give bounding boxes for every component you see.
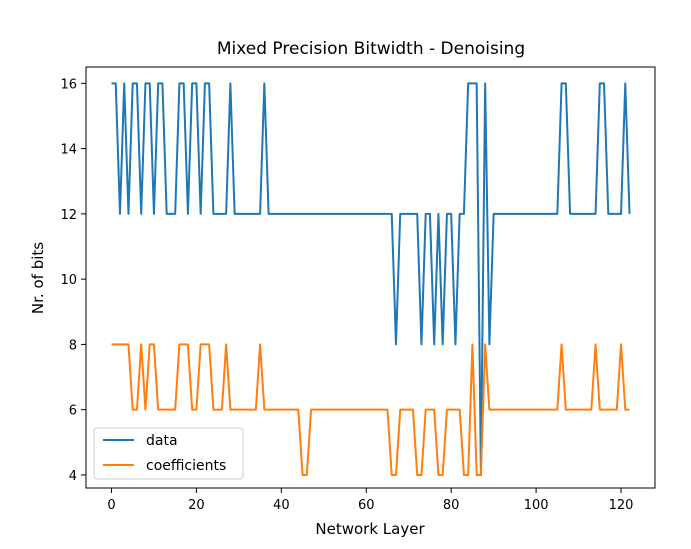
- y-tick-label: 14: [60, 143, 77, 158]
- chart-title: Mixed Precision Bitwidth - Denoising: [217, 39, 525, 59]
- plot-area: 0 20 40 60 80 100 120 4 6 8 10 12 14 16: [60, 66, 656, 513]
- y-tick-label: 6: [69, 404, 77, 419]
- y-tick-label: 10: [60, 273, 77, 288]
- y-tick-label: 4: [69, 469, 77, 484]
- x-tick-label: 60: [358, 498, 375, 513]
- y-tick-label: 8: [69, 338, 77, 353]
- x-tick-label: 120: [609, 498, 634, 513]
- x-tick-label: 80: [443, 498, 460, 513]
- legend: data coefficients: [93, 427, 244, 480]
- series-layer: [111, 82, 631, 476]
- x-tick-label: 40: [273, 498, 290, 513]
- x-tick-label: 0: [107, 498, 115, 513]
- series-line-data: [111, 82, 631, 476]
- legend-label-data: data: [146, 433, 178, 449]
- plot-frame: [85, 66, 656, 489]
- series-line-coefficients: [111, 343, 630, 476]
- x-tick-label: 20: [188, 498, 205, 513]
- x-axis-label: Network Layer: [315, 520, 425, 538]
- x-axis-ticks: 0 20 40 60 80 100 120: [107, 488, 633, 513]
- x-tick-label: 100: [524, 498, 549, 513]
- y-tick-label: 12: [60, 208, 77, 223]
- legend-label-coefficients: coefficients: [146, 458, 226, 474]
- y-axis-label: Nr. of bits: [29, 242, 47, 314]
- y-axis-ticks: 4 6 8 10 12 14 16: [60, 77, 86, 484]
- y-tick-label: 16: [60, 77, 77, 92]
